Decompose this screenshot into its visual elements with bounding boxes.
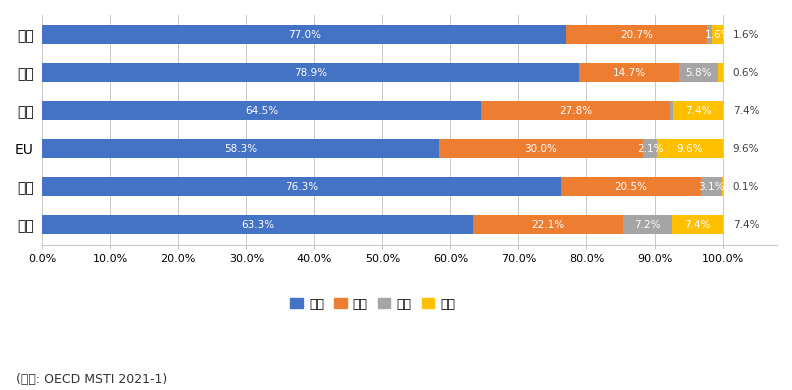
Bar bbox=[712, 25, 723, 44]
Text: 7.4%: 7.4% bbox=[684, 220, 710, 230]
Bar bbox=[579, 64, 679, 82]
Text: 63.3%: 63.3% bbox=[241, 220, 274, 230]
Text: 2.1%: 2.1% bbox=[637, 144, 664, 154]
Bar bbox=[701, 177, 722, 197]
Bar bbox=[566, 25, 707, 44]
Text: 7.4%: 7.4% bbox=[733, 106, 760, 116]
Bar bbox=[42, 101, 481, 121]
Bar bbox=[42, 25, 566, 44]
Bar bbox=[623, 215, 672, 234]
Text: 1.6%: 1.6% bbox=[733, 30, 760, 40]
Bar bbox=[718, 64, 722, 82]
Bar bbox=[562, 177, 701, 197]
Text: 7.4%: 7.4% bbox=[685, 106, 711, 116]
Text: 22.1%: 22.1% bbox=[531, 220, 565, 230]
Bar bbox=[670, 101, 673, 121]
Text: 0.6%: 0.6% bbox=[733, 68, 760, 78]
Text: 30.0%: 30.0% bbox=[524, 144, 558, 154]
Bar bbox=[473, 215, 623, 234]
Bar bbox=[679, 64, 718, 82]
Text: 77.0%: 77.0% bbox=[287, 30, 321, 40]
Text: 1.6%: 1.6% bbox=[705, 30, 731, 40]
Text: 58.3%: 58.3% bbox=[224, 144, 257, 154]
Bar bbox=[657, 140, 722, 158]
Text: 20.7%: 20.7% bbox=[620, 30, 653, 40]
Text: 7.2%: 7.2% bbox=[634, 220, 661, 230]
Text: (출처: OECD MSTI 2021-1): (출처: OECD MSTI 2021-1) bbox=[16, 373, 167, 386]
Text: 7.4%: 7.4% bbox=[733, 220, 760, 230]
Bar bbox=[42, 215, 473, 234]
Bar bbox=[707, 25, 712, 44]
Legend: 기업, 정부, 기타, 해외: 기업, 정부, 기타, 해외 bbox=[285, 292, 460, 316]
Text: 20.5%: 20.5% bbox=[615, 182, 648, 192]
Text: 9.6%: 9.6% bbox=[733, 144, 760, 154]
Text: 14.7%: 14.7% bbox=[612, 68, 645, 78]
Bar bbox=[643, 140, 657, 158]
Bar bbox=[481, 101, 670, 121]
Text: 9.6%: 9.6% bbox=[676, 144, 703, 154]
Bar bbox=[673, 101, 723, 121]
Text: 5.8%: 5.8% bbox=[686, 68, 712, 78]
Bar bbox=[42, 64, 579, 82]
Text: 76.3%: 76.3% bbox=[285, 182, 318, 192]
Text: 64.5%: 64.5% bbox=[245, 106, 278, 116]
Bar bbox=[672, 215, 722, 234]
Text: 78.9%: 78.9% bbox=[294, 68, 327, 78]
Text: 27.8%: 27.8% bbox=[559, 106, 592, 116]
Bar bbox=[42, 177, 562, 197]
Text: 3.1%: 3.1% bbox=[698, 182, 725, 192]
Bar bbox=[42, 140, 439, 158]
Text: 0.1%: 0.1% bbox=[733, 182, 760, 192]
Bar bbox=[439, 140, 643, 158]
